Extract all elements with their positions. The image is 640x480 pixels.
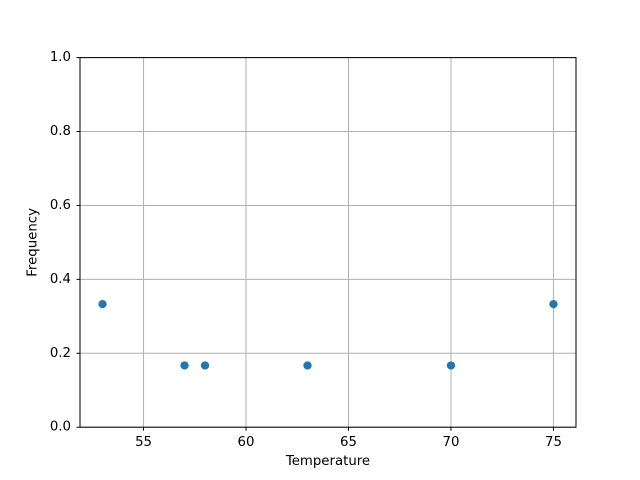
x-tick-label: 65 [340, 435, 357, 450]
y-tick-label: 1.0 [50, 50, 71, 65]
grid-lines [80, 57, 576, 428]
data-point [180, 361, 189, 370]
data-point [446, 361, 456, 370]
x-tick-label: 55 [135, 435, 152, 450]
data-point [303, 361, 312, 370]
x-tick-label: 70 [443, 435, 460, 450]
axis-ticks: 55 60 65 70 75 0.0 0.2 0.4 0.6 0.8 1.0 [50, 50, 562, 450]
y-tick-label: 0.2 [50, 346, 71, 361]
y-tick-label: 0.8 [50, 124, 71, 139]
y-tick-label: 0.6 [50, 198, 71, 213]
data-point [549, 299, 558, 309]
y-tick-label: 0.4 [50, 272, 71, 287]
axes-frame [79, 57, 577, 428]
y-tick-label: 0.0 [50, 420, 71, 435]
x-tick-label: 75 [545, 435, 562, 450]
x-tick-label: 60 [238, 435, 255, 450]
data-points [98, 299, 558, 370]
data-point [200, 361, 210, 370]
x-axis-label: Temperature [285, 454, 370, 469]
data-point [98, 299, 107, 309]
y-axis-label: Frequency [26, 208, 41, 277]
